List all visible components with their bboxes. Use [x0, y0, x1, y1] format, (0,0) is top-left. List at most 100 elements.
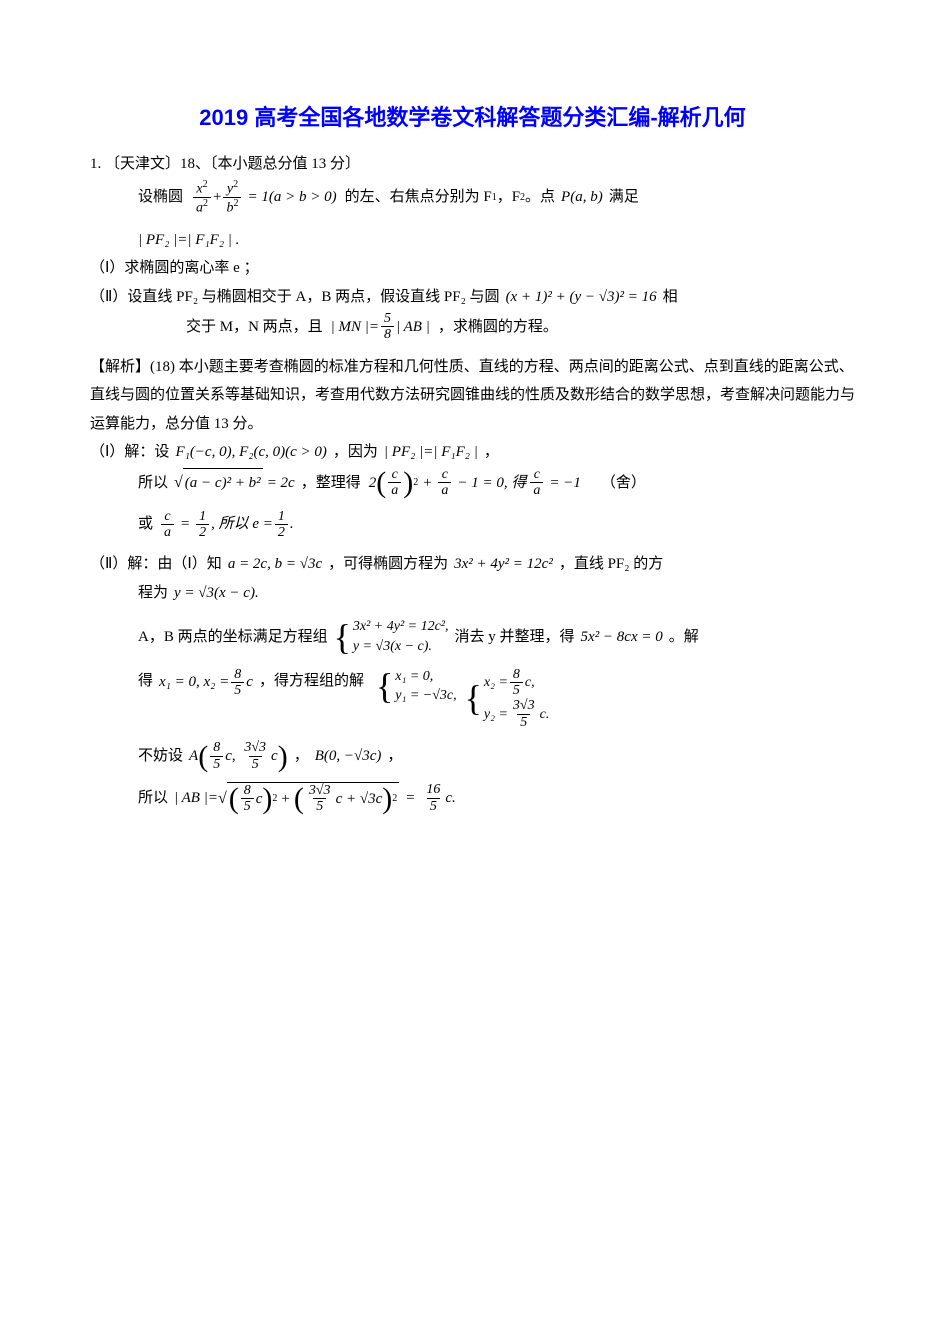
analysis-paragraph: 【解析】(18) 本小题主要考查椭圆的标准方程和几何性质、直线的方程、两点间的距… — [90, 353, 855, 439]
equation-system: { 3x² + 4y² = 12c², y = √3(x − c). — [334, 617, 449, 656]
math-num: 8 — [231, 667, 244, 682]
circle-equation: (x + 1)² + (y − √3)² = 16 — [506, 283, 657, 312]
ab-values: a = 2c, b = √3c — [228, 550, 322, 579]
point-p: P(a, b) — [561, 183, 603, 212]
text-segment: 设椭圆 — [138, 183, 183, 212]
x-solutions: x₁ = 0, x₂ = 85 c — [159, 667, 253, 699]
text-segment: 得 — [138, 667, 153, 696]
text-segment: （Ⅰ）解：设 — [90, 438, 169, 467]
text-segment: 程为 — [138, 579, 168, 608]
solution-2-line2: 程为 y = √3(x − c). — [90, 579, 855, 608]
math-text: = −1 — [549, 469, 581, 498]
solution-2-line1: （Ⅱ）解：由（Ⅰ）知 a = 2c, b = √3c ，可得椭圆方程为 3x² … — [90, 550, 855, 579]
text-segment: 。解 — [669, 623, 699, 652]
math-den: 2 — [275, 524, 288, 540]
math-den: 2 — [196, 524, 209, 540]
math-num: 5 — [381, 311, 394, 326]
math-text: x₁ = 0, x₂ = — [159, 668, 229, 697]
math-text: − 1 = 0, 得 — [457, 469, 526, 498]
solution-set-1: { x₁ = 0, y₁ = −√3c, — [376, 667, 457, 706]
text-segment: 相 — [663, 283, 678, 312]
math-num: 3√3 — [306, 783, 334, 798]
page-title: 2019 高考全国各地数学卷文科解答题分类汇编-解析几何 — [90, 100, 855, 132]
sol-eq: x₂ = — [484, 673, 508, 693]
math-text: | MN |= — [331, 313, 379, 342]
math-text: c — [246, 668, 253, 697]
math-text: = 2c — [267, 469, 295, 498]
math-text: + — [422, 469, 432, 498]
mn-equation: | MN |= 58 | AB | — [331, 311, 430, 343]
math-text: | AB |= — [174, 784, 218, 813]
math-text: c — [225, 742, 232, 771]
text-segment: ，直线 PF₂ 的方 — [559, 550, 663, 579]
math-num: c — [531, 467, 543, 482]
system-eq-1: 3x² + 4y² = 12c², — [353, 617, 449, 637]
text-segment: ， — [387, 742, 402, 771]
text-segment: 所以 — [138, 469, 168, 498]
math-text: c. — [445, 784, 455, 813]
math-text: , 所以 e = — [211, 510, 273, 539]
math-den: 5 — [427, 798, 440, 814]
text-segment: 消去 y 并整理，得 — [455, 623, 575, 652]
math-den: a — [161, 524, 174, 540]
solution-2-line4: 得 x₁ = 0, x₂ = 85 c ，得方程组的解 { x₁ = 0, y₁… — [90, 667, 855, 731]
math-num: 16 — [423, 782, 443, 797]
line-equation: y = √3(x − c). — [174, 579, 259, 608]
math-text: 2 — [369, 469, 377, 498]
system-eq-2: y = √3(x − c). — [353, 637, 449, 657]
math-text: = 1(a > b > 0) — [247, 183, 336, 212]
foci-definition: F₁(−c, 0), F₂(c, 0)(c > 0) — [175, 438, 326, 467]
point-a: A ( 85 c, 3√35 c ) — [189, 740, 288, 772]
problem-number: 1. 〔天津文〕18、〔本小题总分值 13 分〕 — [90, 150, 855, 179]
point-b: B(0, −√3c) — [315, 742, 382, 771]
math-den: 5 — [231, 682, 244, 698]
solution-2-line3: A，B 两点的坐标满足方程组 { 3x² + 4y² = 12c², y = √… — [90, 617, 855, 656]
text-segment: （Ⅱ）解：由（Ⅰ）知 — [90, 550, 222, 579]
solution-1-line2: 所以 (a − c)² + b² = 2c ，整理得 2 ( ca )2 + c… — [90, 467, 855, 499]
math-num: c — [161, 509, 173, 524]
math-text: = — [405, 784, 415, 813]
text-segment: ，可得椭圆方程为 — [328, 550, 448, 579]
sol-eq: y₂ = — [484, 705, 508, 725]
math-den: 5 — [210, 756, 223, 772]
math-den: 5 — [517, 714, 530, 730]
text-segment: 交于 M，N 两点，且 — [186, 313, 323, 342]
math-text: = — [180, 510, 190, 539]
text-segment: 的左、右焦点分别为 F — [345, 183, 492, 212]
text-segment: ， — [294, 742, 309, 771]
equation-pf: | PF₂ |=| F₁F₂ | . — [90, 226, 855, 255]
pf-equality: | PF₂ |=| F₁F₂ | — [384, 438, 478, 467]
text-segment: 所以 — [138, 784, 168, 813]
math-den: 5 — [313, 798, 326, 814]
part-1-question: （Ⅰ）求椭圆的离心率 e ； — [90, 254, 855, 283]
math-num: 8 — [210, 740, 223, 755]
sol-eq: y₁ = −√3c, — [395, 686, 456, 706]
math-text: c + √3c — [336, 785, 383, 814]
part-2-question-line2: 交于 M，N 两点，且 | MN |= 58 | AB | ，求椭圆的方程。 — [90, 311, 855, 343]
text-segment: ， — [484, 438, 499, 467]
sol-eq: x₁ = 0, — [395, 667, 456, 687]
quadratic-5x: 5x² − 8cx = 0 — [581, 623, 663, 652]
math-den: a — [438, 482, 451, 498]
ellipse-eq-2: 3x² + 4y² = 12c² — [454, 550, 553, 579]
text-segment: （Ⅱ）设直线 PF₂ 与椭圆相交于 A，B 两点，假设直线 PF₂ 与圆 — [90, 283, 500, 312]
text-segment: ，因为 — [333, 438, 378, 467]
ellipse-equation: x2a2 + y2b2 = 1(a > b > 0) — [191, 179, 337, 216]
math-den: a — [530, 482, 543, 498]
math-text: . — [290, 510, 294, 539]
math-num: c — [389, 467, 401, 482]
math-num: 3√3 — [510, 698, 538, 713]
math-var: a — [196, 200, 203, 215]
math-text: | AB | — [396, 313, 430, 342]
math-num: 8 — [510, 667, 523, 682]
text-segment: 满足 — [609, 183, 639, 212]
text-segment: 不妨设 — [138, 742, 183, 771]
text-segment: 或 — [138, 510, 153, 539]
math-num: c — [439, 467, 451, 482]
solution-1-line3: 或 ca = 12 , 所以 e = 12 . — [90, 509, 855, 541]
math-den: 5 — [249, 756, 262, 772]
text-segment: ，整理得 — [301, 469, 361, 498]
sol-eq: c, — [525, 673, 535, 693]
text-segment: ，求椭圆的方程。 — [438, 313, 558, 342]
math-text: c — [271, 742, 278, 771]
